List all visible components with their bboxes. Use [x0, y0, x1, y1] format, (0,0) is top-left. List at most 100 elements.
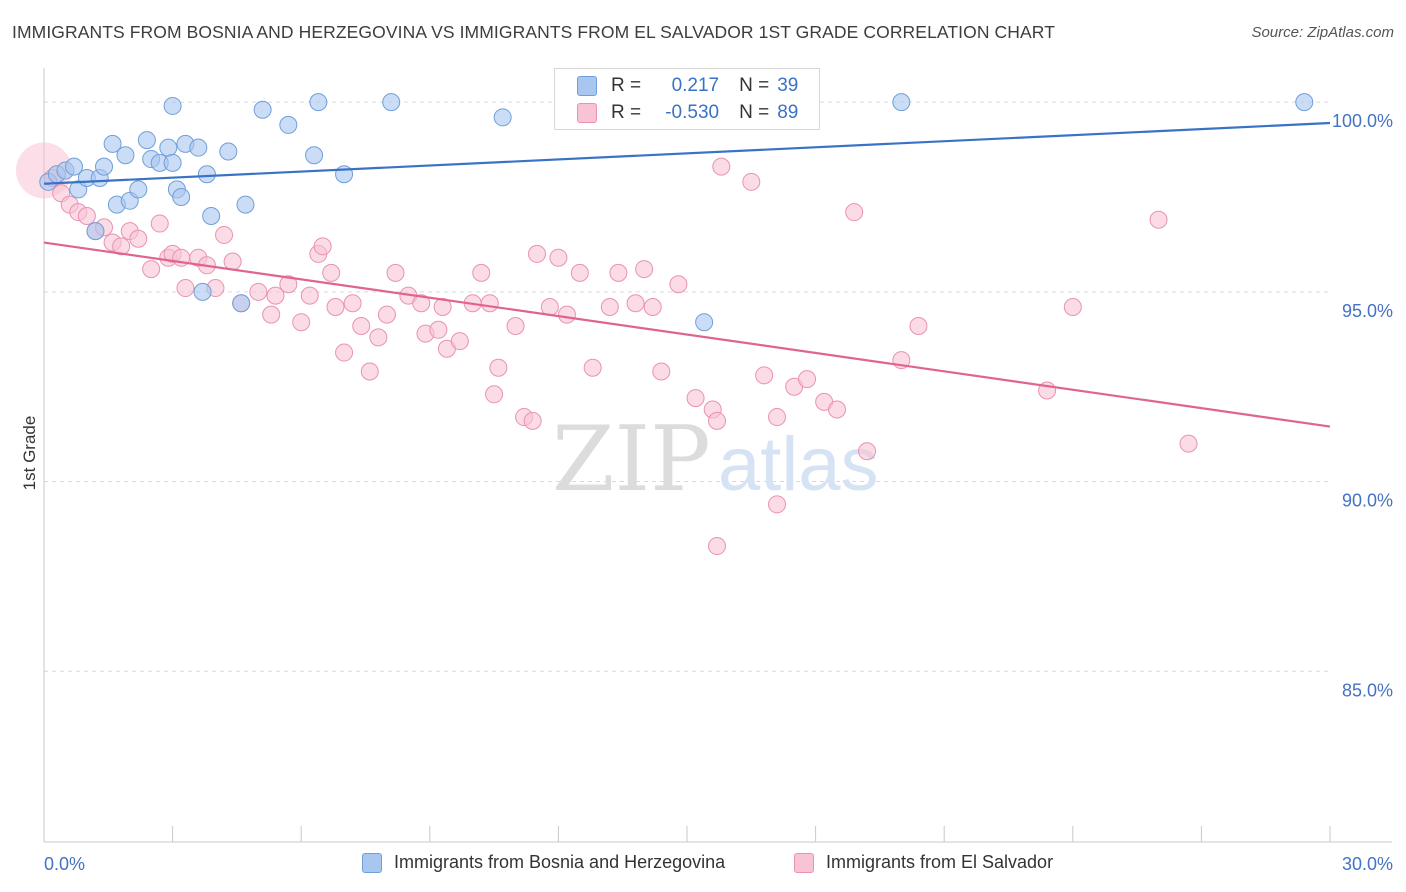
- data-point-el-salvador: [412, 294, 431, 313]
- tick-labels: 85.0% 90.0% 95.0% 100.0% 0.0% 30.0%: [44, 111, 1393, 874]
- legend-item-el-salvador[interactable]: Immigrants from El Salvador: [794, 852, 1053, 873]
- x-tick-label-max: 30.0%: [1342, 854, 1393, 874]
- chart-title: IMMIGRANTS FROM BOSNIA AND HERZEGOVINA V…: [12, 22, 1055, 42]
- data-point-el-salvador: [472, 263, 491, 282]
- data-point-el-salvador: [708, 537, 727, 556]
- trend-line-el-salvador: [43, 241, 1331, 428]
- trend-lines: [43, 121, 1331, 428]
- data-point-el-salvador: [150, 214, 169, 233]
- data-point-el-salvador: [609, 263, 628, 282]
- stat-r-label: R =: [611, 102, 642, 123]
- data-point-el-salvador: [352, 317, 371, 335]
- data-point-bosnia: [382, 93, 401, 112]
- data-point-el-salvador: [386, 263, 405, 282]
- data-point-el-salvador: [583, 358, 602, 377]
- data-point-el-salvador: [768, 408, 787, 427]
- y-tick-label: 95.0%: [1342, 301, 1393, 321]
- data-point-el-salvador: [343, 294, 362, 313]
- data-point-el-salvador: [266, 286, 285, 305]
- data-point-bosnia: [163, 153, 182, 172]
- stat-n-value: 39: [777, 75, 799, 96]
- data-point-el-salvador: [326, 298, 345, 317]
- trend-line-bosnia: [43, 121, 1331, 185]
- legend-swatch-el-salvador: [794, 852, 814, 873]
- watermark-atlas: atlas: [718, 422, 879, 507]
- data-point-bosnia: [892, 93, 911, 112]
- stat-r-value: 0.217: [671, 75, 720, 96]
- stat-n-label: N =: [739, 75, 770, 96]
- data-point-bosnia: [116, 146, 135, 165]
- data-point-el-salvador: [77, 206, 96, 225]
- data-point-bosnia: [1295, 93, 1314, 112]
- data-point-el-salvador: [369, 328, 388, 347]
- data-point-el-salvador: [292, 313, 311, 332]
- data-point-bosnia: [219, 142, 238, 161]
- data-point-el-salvador: [742, 172, 761, 191]
- data-point-el-salvador: [506, 317, 525, 335]
- data-point-bosnia: [695, 313, 714, 332]
- data-point-el-salvador: [708, 411, 727, 430]
- stat-row-bosnia: R = 0.217 N = 39: [577, 73, 798, 99]
- watermark-zip: ZIP: [552, 407, 711, 512]
- series-el-salvador: [16, 142, 1198, 556]
- data-point-bosnia: [159, 138, 178, 157]
- data-point-el-salvador: [1149, 210, 1168, 229]
- data-point-el-salvador: [1179, 434, 1198, 453]
- y-tick-label: 85.0%: [1342, 680, 1393, 700]
- y-tick-label: 100.0%: [1332, 111, 1393, 131]
- series-bosnia: [39, 93, 1314, 332]
- data-point-bosnia: [305, 146, 324, 165]
- data-point-bosnia: [236, 195, 255, 214]
- legend-label-bosnia: Immigrants from Bosnia and Herzegovina: [394, 852, 726, 872]
- data-point-el-salvador: [635, 260, 654, 279]
- data-point-el-salvador: [489, 358, 508, 377]
- data-point-el-salvador: [262, 305, 281, 324]
- data-point-el-salvador: [223, 252, 242, 271]
- data-point-el-salvador: [279, 275, 298, 294]
- data-point-el-salvador: [249, 282, 268, 301]
- stat-n-label: N =: [739, 102, 770, 123]
- x-tick-label-min: 0.0%: [44, 854, 85, 874]
- legend-label-el-salvador: Immigrants from El Salvador: [826, 852, 1054, 872]
- data-point-el-salvador: [215, 225, 234, 244]
- stat-swatch-el-salvador: [577, 103, 597, 123]
- data-point-el-salvador: [768, 495, 787, 514]
- data-point-el-salvador: [322, 263, 341, 282]
- stat-n-value: 89: [777, 102, 799, 123]
- data-point-el-salvador: [626, 294, 645, 313]
- data-point-el-salvador: [377, 305, 396, 324]
- data-point-bosnia: [172, 188, 191, 206]
- data-point-el-salvador: [557, 305, 576, 324]
- data-point-el-salvador: [523, 411, 542, 430]
- data-point-el-salvador: [485, 385, 504, 404]
- data-point-bosnia: [232, 294, 251, 313]
- data-point-el-salvador: [755, 366, 774, 385]
- data-point-el-salvador: [909, 317, 928, 335]
- data-point-el-salvador: [669, 275, 688, 294]
- data-point-el-salvador: [643, 298, 662, 317]
- legend-swatch-bosnia: [362, 852, 382, 873]
- data-point-el-salvador: [429, 320, 448, 339]
- stat-r-label: R =: [611, 75, 642, 96]
- legend-item-bosnia[interactable]: Immigrants from Bosnia and Herzegovina: [362, 852, 725, 873]
- source-credit: Source: ZipAtlas.com: [1251, 24, 1394, 41]
- data-point-bosnia: [129, 180, 148, 199]
- data-point-el-salvador: [176, 279, 195, 298]
- data-point-bosnia: [309, 93, 328, 112]
- data-point-bosnia: [193, 282, 212, 301]
- data-point-bosnia: [253, 100, 272, 119]
- y-tick-label: 90.0%: [1342, 491, 1393, 511]
- data-point-bosnia: [197, 165, 216, 184]
- data-point-el-salvador: [360, 362, 379, 381]
- data-point-el-salvador: [652, 362, 671, 381]
- data-point-el-salvador: [712, 157, 731, 176]
- data-point-el-salvador: [313, 237, 332, 256]
- data-point-bosnia: [95, 157, 114, 176]
- data-point-bosnia: [493, 108, 512, 127]
- data-point-el-salvador: [828, 400, 847, 419]
- gridlines: [44, 101, 1330, 672]
- stat-row-el-salvador: R = -0.530 N = 89: [577, 100, 798, 126]
- data-point-el-salvador: [600, 298, 619, 317]
- stat-r-value: -0.530: [665, 102, 720, 123]
